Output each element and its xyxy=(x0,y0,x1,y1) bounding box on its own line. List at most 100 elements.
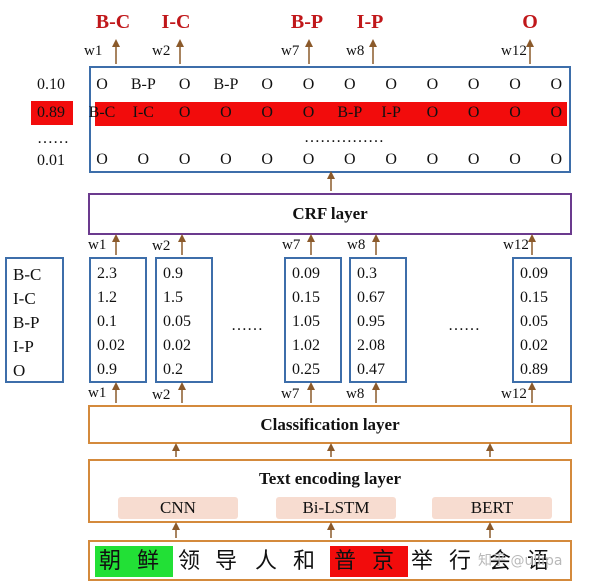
tag-cell: O xyxy=(467,151,480,168)
tag-paths-box: O B-P O B-P O O O O O O O O B-C I-C O O O O B-P I-P O O O O ……… xyxy=(89,66,571,173)
tag-cell: O xyxy=(467,104,480,121)
tag-cell: O xyxy=(96,76,108,93)
emission-score: 1.05 xyxy=(292,313,320,330)
tag-cell: O xyxy=(385,76,397,93)
tag-cell: O xyxy=(426,104,439,121)
classification-layer-label: Classification layer xyxy=(260,415,400,434)
crf-layer: CRF layer xyxy=(88,193,572,235)
encoder-bilstm-label: Bi-LSTM xyxy=(302,498,370,517)
emission-score: 1.02 xyxy=(292,337,320,354)
emission-score: 0.05 xyxy=(163,313,191,330)
encoder-bert-label: BERT xyxy=(470,498,514,517)
tag-label: B-C xyxy=(13,265,42,284)
tag-cell: O xyxy=(137,151,150,168)
emission-score: 0.3 xyxy=(357,265,377,282)
entity-country-highlight xyxy=(95,546,173,577)
input-character: 京 xyxy=(371,549,394,574)
emission-score: 0.02 xyxy=(520,337,548,354)
emission-score: 0.2 xyxy=(163,361,183,378)
tag-cell: O xyxy=(550,76,563,93)
emission-label-w2: w2 xyxy=(152,238,171,254)
tag-cell: O xyxy=(96,151,108,168)
tag-path-row-1: O B-P O B-P O O O O O O O O xyxy=(91,77,569,97)
score-highlight xyxy=(31,101,73,125)
tag-cell: O xyxy=(302,151,315,168)
best-path-highlight xyxy=(95,102,567,126)
word-label-w1: w1 xyxy=(84,43,103,59)
encoder-cnn: CNN xyxy=(118,497,238,519)
tag-cell: O xyxy=(261,151,273,168)
emission-score: 0.05 xyxy=(520,313,548,330)
input-character: 领 xyxy=(177,549,200,574)
emission-score: 0.9 xyxy=(97,361,117,378)
emission-label-w12: w12 xyxy=(503,237,529,253)
input-character: 鲜 xyxy=(136,549,159,574)
emission-score: 0.89 xyxy=(520,361,548,378)
tag-cell: O xyxy=(178,104,191,121)
word-label-w12: w12 xyxy=(501,43,527,59)
emission-score: 0.9 xyxy=(163,265,183,282)
tag-cell: O xyxy=(178,151,191,168)
output-tag-w12: O xyxy=(522,11,538,33)
emission-score: 0.95 xyxy=(357,313,385,330)
emission-score: 0.02 xyxy=(97,337,125,354)
tag-cell: O xyxy=(178,76,191,93)
score-path-1: 0.10 xyxy=(37,76,65,93)
emission-score: 0.1 xyxy=(97,313,117,330)
input-character: 导 xyxy=(214,549,237,574)
input-characters: 朝鲜领导人和普京举行会语 xyxy=(90,546,570,577)
watermark: 知乎 @ullipa xyxy=(478,553,563,569)
tag-cell: B-P xyxy=(337,104,363,121)
input-label-w12: w12 xyxy=(501,386,527,402)
text-encoding-layer-label: Text encoding layer xyxy=(259,469,401,488)
tag-label: O xyxy=(13,361,26,380)
emission-score: 0.15 xyxy=(520,289,548,306)
emission-score: 1.5 xyxy=(163,289,183,306)
input-character: 语 xyxy=(526,549,549,574)
tag-path-ellipsis: …………… xyxy=(304,129,384,146)
tag-cell: O xyxy=(261,76,273,93)
tag-cell: O xyxy=(550,151,563,168)
input-character: 朝 xyxy=(98,549,121,574)
tag-cell: O xyxy=(344,151,356,168)
input-sentence: 朝鲜领导人和普京举行会语 知乎 @ullipa xyxy=(88,540,572,581)
tag-label: I-C xyxy=(13,289,36,308)
score-path-n: 0.01 xyxy=(37,152,65,169)
input-label-w7: w7 xyxy=(281,386,300,402)
tag-cell: O xyxy=(302,104,315,121)
input-character: 行 xyxy=(448,549,471,574)
emission-score: 0.02 xyxy=(163,337,191,354)
tag-cell: B-P xyxy=(213,76,239,93)
emission-column: 2.3 1.2 0.1 0.02 0.9 xyxy=(89,257,147,383)
input-label-w8: w8 xyxy=(346,386,365,402)
ellipsis-right: …… xyxy=(448,317,480,334)
tag-cell: I-C xyxy=(132,104,154,121)
tag-cell: O xyxy=(467,76,480,93)
tag-cell: O xyxy=(426,76,439,93)
tag-cell: O xyxy=(302,76,315,93)
tag-cell: O xyxy=(220,151,232,168)
score-ellipsis: …… xyxy=(37,130,69,147)
tag-label: B-P xyxy=(13,313,40,332)
word-label-w8: w8 xyxy=(346,43,365,59)
tag-cell: O xyxy=(509,104,521,121)
word-label-w2: w2 xyxy=(152,43,171,59)
tag-path-row-best: B-C I-C O O O O B-P I-P O O O O xyxy=(88,104,569,125)
input-character: 和 xyxy=(292,549,315,574)
tag-cell: O xyxy=(550,104,563,121)
output-tag-w2: I-C xyxy=(161,11,191,33)
emission-score: 0.67 xyxy=(357,289,385,306)
tag-label: I-P xyxy=(13,337,34,356)
word-label-w7: w7 xyxy=(281,43,300,59)
output-tag-w7: B-P xyxy=(290,11,324,33)
tag-cell: O xyxy=(509,151,521,168)
crf-layer-label: CRF layer xyxy=(292,204,368,223)
emission-score: 1.2 xyxy=(97,289,117,306)
emission-label-w8: w8 xyxy=(347,237,366,253)
tag-cell: B-C xyxy=(88,104,116,121)
input-character: 普 xyxy=(333,549,356,574)
input-character: 人 xyxy=(254,549,277,574)
score-path-2: 0.89 xyxy=(37,104,65,121)
